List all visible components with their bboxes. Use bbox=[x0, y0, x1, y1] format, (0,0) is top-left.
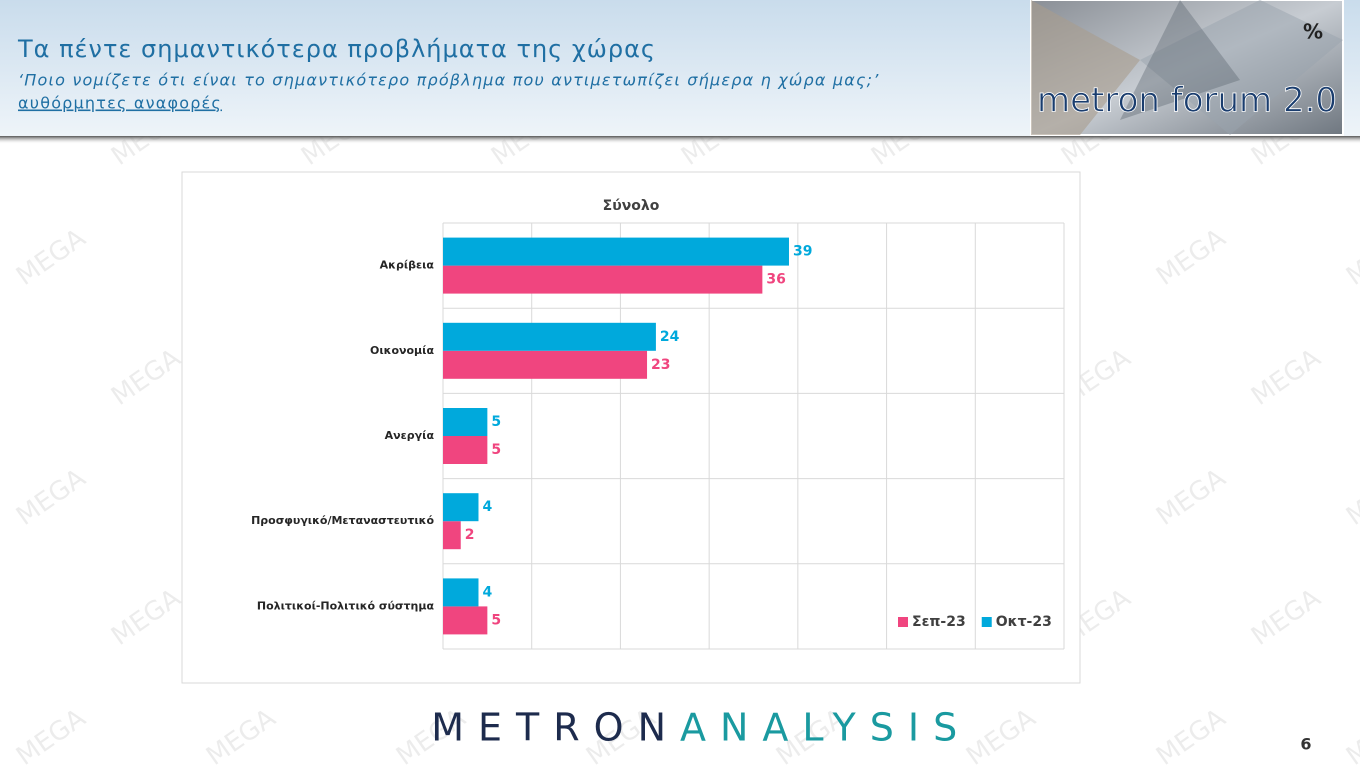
brand-right: ANALYSIS bbox=[680, 706, 971, 750]
note: αυθόρμητες αναφορές bbox=[18, 94, 222, 113]
value-label: 4 bbox=[482, 499, 492, 515]
chart-title: Σύνολο bbox=[603, 198, 660, 214]
value-label: 24 bbox=[660, 329, 680, 345]
watermark: MEGA bbox=[961, 703, 1041, 765]
watermark: MEGA bbox=[11, 463, 91, 532]
category-label: Ανεργία bbox=[385, 429, 435, 442]
value-label: 36 bbox=[766, 272, 785, 288]
bar bbox=[443, 436, 488, 464]
value-label: 23 bbox=[651, 357, 670, 373]
bar bbox=[443, 521, 461, 550]
value-label: 39 bbox=[793, 244, 812, 260]
bar bbox=[443, 493, 479, 522]
title: Τα πέντε σημαντικότερα προβλήματα της χώ… bbox=[17, 35, 656, 63]
category-label: Οικονομία bbox=[370, 344, 434, 357]
category-label: Προσφυγικό/Μεταναστευτικό bbox=[251, 514, 434, 527]
logo: % metron forum 2.0 bbox=[1030, 0, 1344, 136]
legend-label: Οκτ-23 bbox=[996, 614, 1052, 630]
footer-brand: METRON ANALYSIS bbox=[431, 706, 971, 750]
logo-text: metron forum 2.0 bbox=[1037, 81, 1337, 121]
logo-symbol: % bbox=[1303, 20, 1323, 44]
legend-swatch bbox=[981, 617, 992, 627]
bar bbox=[443, 265, 763, 294]
bar bbox=[443, 237, 789, 266]
watermark: MEGA bbox=[1341, 223, 1360, 292]
header-shadow bbox=[0, 136, 1360, 144]
watermark: MEGA bbox=[1151, 223, 1231, 292]
value-label: 5 bbox=[491, 414, 501, 430]
value-label: 4 bbox=[482, 584, 492, 600]
watermark: MEGA bbox=[1151, 703, 1231, 765]
bar bbox=[443, 606, 488, 635]
legend-label: Σεπ-23 bbox=[912, 614, 966, 630]
watermark: MEGA bbox=[1246, 343, 1326, 412]
bar bbox=[443, 322, 656, 351]
page-number: 6 bbox=[1300, 735, 1311, 754]
legend-swatch bbox=[898, 617, 908, 627]
category-label: Πολιτικοί-Πολιτικό σύστημα bbox=[257, 599, 435, 612]
bar bbox=[443, 578, 479, 607]
brand-left: METRON bbox=[431, 706, 680, 750]
grid bbox=[442, 222, 1065, 650]
watermark: MEGA bbox=[201, 703, 281, 765]
watermark: MEGA bbox=[11, 703, 91, 765]
value-label: 2 bbox=[465, 527, 475, 543]
bar bbox=[443, 350, 648, 379]
watermark: MEGA bbox=[106, 583, 186, 652]
watermark: MEGA bbox=[1341, 703, 1360, 765]
watermark: MEGA bbox=[1151, 463, 1231, 532]
value-label: 5 bbox=[491, 612, 501, 628]
bar bbox=[443, 408, 488, 436]
watermark: MEGA bbox=[11, 223, 91, 292]
category-label: Ακρίβεια bbox=[380, 259, 435, 272]
plot-area bbox=[443, 223, 1064, 649]
subtitle: ‘Ποιο νομίζετε ότι είναι το σημαντικότερ… bbox=[18, 71, 879, 90]
watermark: MEGA bbox=[1246, 583, 1326, 652]
value-label: 5 bbox=[491, 442, 501, 458]
watermark: MEGA bbox=[1341, 463, 1360, 532]
watermark: MEGA bbox=[106, 343, 186, 412]
